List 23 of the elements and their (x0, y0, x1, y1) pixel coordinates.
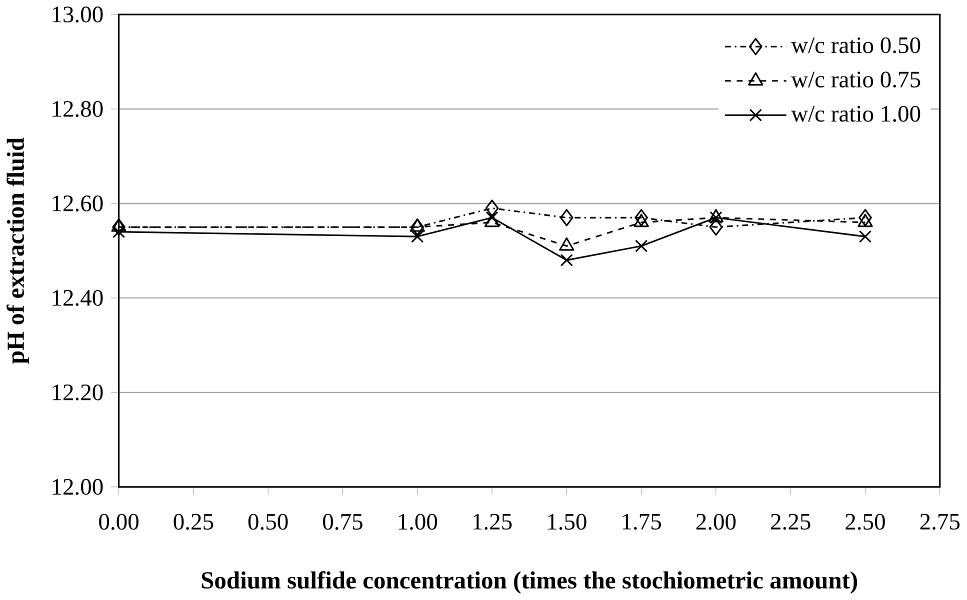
legend-label: w/c ratio 1.00 (791, 106, 920, 122)
y-tick-label: 12.60 (52, 195, 103, 212)
legend-label: w/c ratio 0.50 (791, 37, 920, 54)
x-tick-label: 1.25 (473, 514, 512, 530)
y-axis-title: pH of extraction fluid (6, 138, 30, 364)
y-tick-label: 12.40 (52, 290, 103, 306)
x-tick-label: 2.50 (846, 514, 885, 530)
y-tick-label: 12.00 (52, 478, 103, 495)
x-tick-label: 0.50 (248, 514, 288, 530)
x-tick-label: 2.75 (920, 514, 960, 530)
x-tick-label: 1.50 (548, 514, 586, 530)
x-tick-label: 0.00 (99, 514, 138, 530)
y-tick-label: 13.00 (52, 6, 103, 22)
x-tick-label: 1.00 (398, 514, 438, 530)
x-tick-label: 0.25 (174, 514, 214, 530)
x-tick-label: 0.75 (323, 514, 362, 530)
x-tick-label: 2.00 (696, 514, 736, 530)
legend-label: w/c ratio 0.75 (791, 72, 920, 88)
y-tick-label: 12.80 (52, 100, 103, 117)
x-tick-label: 2.25 (771, 514, 810, 530)
x-tick-label: 1.75 (622, 514, 661, 530)
x-axis-title: Sodium sulfide concentration (times the stochiometric amount) (202, 571, 858, 594)
y-tick-label: 12.20 (52, 384, 103, 400)
